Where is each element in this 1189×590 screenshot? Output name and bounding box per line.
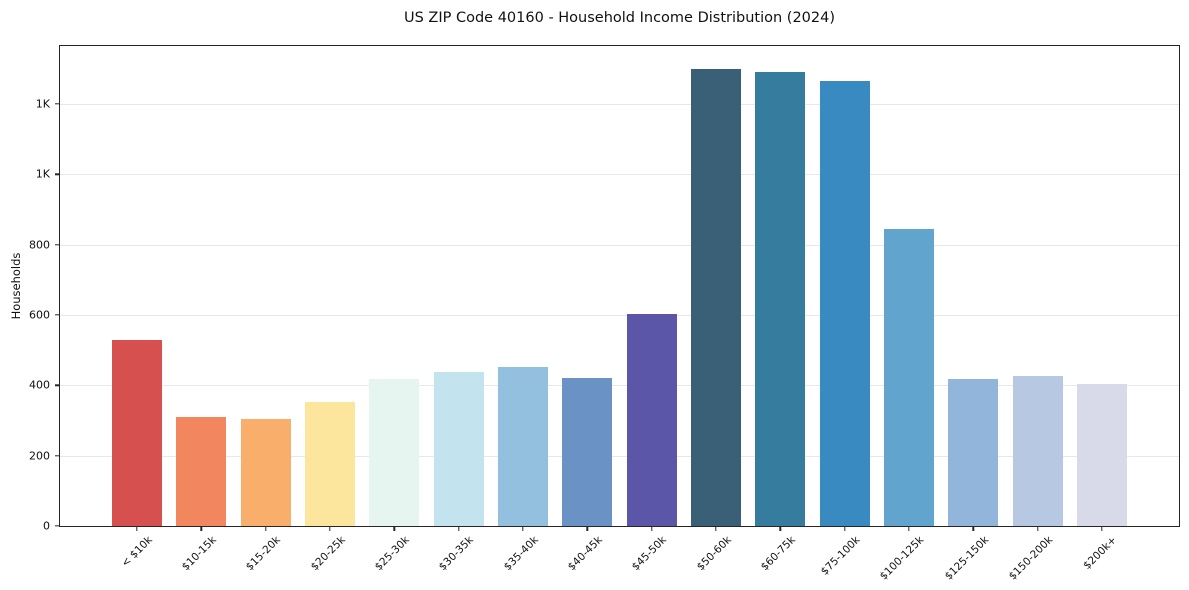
x-tick-label: $50-60k (694, 534, 734, 574)
bar-slot: $125-150k (942, 46, 999, 583)
x-tick-mark (522, 527, 524, 531)
bars-container: < $10k $10-15k $15-20k $20-25k $25-30k $30-35… (60, 46, 1179, 583)
y-tick-mark (55, 243, 60, 246)
bar-slot: $75-100k (818, 46, 870, 578)
bar-slot: $35-40k (497, 46, 548, 573)
x-tick-mark (200, 527, 203, 531)
gridline (60, 315, 1179, 316)
y-tick-label: 600 (29, 308, 50, 322)
x-tick-label: $45-50k (630, 534, 670, 574)
x-tick-mark (393, 527, 396, 531)
y-tick-label: 400 (29, 378, 50, 392)
bar (176, 417, 227, 526)
x-tick-label: $15-20k (244, 534, 284, 574)
x-tick-mark (136, 527, 138, 531)
x-tick-label: $60-75k (758, 534, 798, 574)
x-tick-label: < $10k (118, 534, 155, 570)
x-tick-mark (1036, 527, 1039, 531)
bar (433, 371, 484, 526)
bar-slot: $200k+ (1076, 46, 1127, 572)
bar-slot: $150-200k (1007, 46, 1063, 583)
x-tick-mark (972, 527, 974, 531)
bar (497, 366, 548, 526)
x-tick-label: $200k+ (1081, 534, 1120, 572)
bar-slot: $15-20k (240, 46, 291, 573)
bar-slot: $40-45k (562, 46, 613, 573)
x-tick-mark (1101, 527, 1103, 531)
x-tick-label: $150-200k (1006, 534, 1056, 583)
y-tick-mark (55, 454, 60, 457)
x-tick-mark (586, 527, 588, 531)
x-tick-mark (715, 527, 717, 531)
x-tick-mark (329, 527, 331, 531)
bar-slot: $100-125k (878, 46, 934, 583)
y-tick-label: 800 (29, 238, 50, 252)
bar (240, 419, 291, 526)
bar (112, 340, 162, 526)
bar-slot: $20-25k (304, 46, 355, 573)
x-tick-label: $125-150k (942, 534, 991, 583)
x-tick-mark (843, 527, 846, 531)
x-tick-label: $25-30k (372, 534, 412, 574)
bar-slot: $25-30k (369, 46, 420, 573)
y-tick-label: 200 (29, 449, 50, 463)
gridline (60, 244, 1179, 246)
gridline (60, 385, 1179, 387)
bar (690, 68, 741, 526)
bar (369, 379, 420, 526)
y-tick-label: 0 (43, 519, 50, 533)
y-tick-mark (55, 384, 60, 387)
x-tick-mark (650, 527, 653, 531)
bar-slot: $45-50k (626, 46, 677, 573)
gridline (60, 104, 1179, 106)
bar (948, 378, 999, 526)
y-tick-label: 1K (35, 97, 50, 111)
bar (755, 72, 806, 526)
y-tick-mark (55, 173, 60, 176)
bar (1076, 383, 1127, 526)
bar-slot: $60-75k (755, 46, 806, 573)
bar-slot: $10-15k (176, 46, 227, 573)
bar (819, 80, 870, 526)
x-tick-label: $30-35k (437, 534, 477, 574)
bar-slot: $50-60k (690, 46, 741, 573)
x-tick-label: $75-100k (818, 534, 863, 578)
x-tick-mark (908, 527, 910, 531)
bar-slot: < $10k (112, 46, 162, 570)
y-tick-mark (55, 103, 60, 105)
bar-slot: $30-35k (433, 46, 484, 573)
x-tick-mark (457, 527, 460, 531)
bar (626, 313, 677, 526)
x-tick-label: $100-125k (877, 534, 927, 583)
x-tick-label: $40-45k (565, 534, 605, 574)
y-tick-label: 1K (35, 167, 50, 181)
x-tick-label: $20-25k (308, 534, 348, 574)
chart-title: US ZIP Code 40160 - Household Income Dis… (403, 10, 836, 26)
y-tick-mark (55, 314, 60, 316)
gridline (60, 174, 1179, 176)
y-tick-mark (55, 525, 60, 527)
bar (562, 377, 613, 526)
bar (883, 228, 934, 526)
x-tick-mark (779, 527, 781, 531)
gridline (60, 455, 1179, 457)
x-tick-label: $35-40k (501, 534, 541, 574)
x-tick-label: $10-15k (179, 534, 219, 574)
bar (304, 402, 355, 526)
bar (1012, 376, 1063, 526)
plot-area: 0 200 400 600 800 1K 1K < $10k $10-15k $15-20k $2… (29, 45, 1180, 583)
x-tick-mark (264, 527, 267, 531)
